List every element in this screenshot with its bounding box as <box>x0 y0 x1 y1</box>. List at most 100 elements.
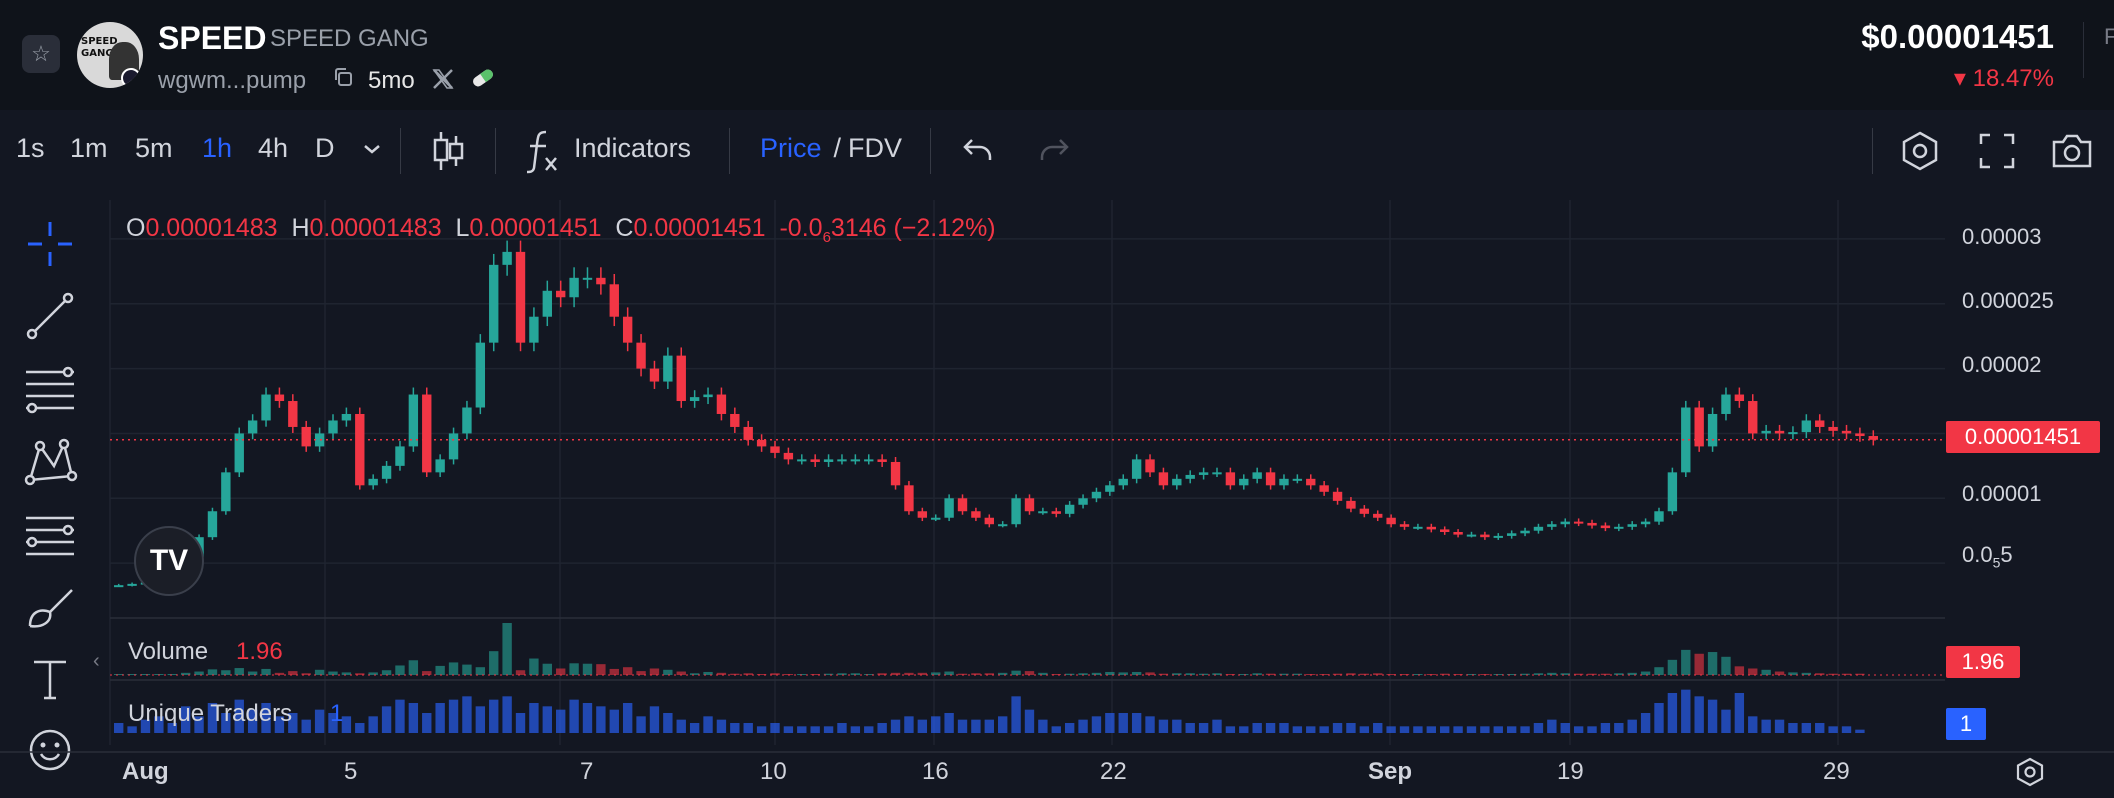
traders-bar <box>556 709 566 733</box>
traders-bar <box>1788 723 1798 733</box>
candle <box>730 413 740 427</box>
avatar-text: SPEED GANG <box>81 36 118 59</box>
traders-bar <box>1640 713 1651 733</box>
traders-bar <box>1466 726 1477 733</box>
volume-bar <box>957 673 968 675</box>
traders-bar <box>1131 713 1142 733</box>
settings-icon[interactable] <box>1899 130 1941 172</box>
traders-bar <box>1440 726 1450 733</box>
volume-bar <box>529 658 539 675</box>
chevron-down-icon[interactable] <box>359 141 385 157</box>
traders-bar <box>1078 719 1088 733</box>
price-toggle[interactable]: Price <box>760 133 822 163</box>
fdv-toggle[interactable]: FDV <box>848 133 902 163</box>
timeframe-4h[interactable]: 4h <box>258 133 289 163</box>
candle <box>1560 521 1570 525</box>
traders-bar <box>716 719 727 733</box>
volume-bar <box>1520 673 1530 675</box>
timeframe-d[interactable]: D <box>315 133 335 163</box>
tradingview-icon[interactable]: TV <box>134 526 204 596</box>
ohlc-low: 0.00001451 <box>469 214 602 242</box>
indicators-button[interactable]: Indicators <box>574 133 692 163</box>
volume-bar <box>1788 672 1798 675</box>
volume-bar <box>1694 653 1704 675</box>
candle <box>221 472 231 512</box>
timeframe-1s[interactable]: 1s <box>16 133 45 163</box>
redo-icon[interactable] <box>1038 136 1070 164</box>
volume-bar <box>1440 673 1450 675</box>
traders-bar <box>1225 726 1236 733</box>
volume-bar <box>850 673 861 675</box>
volume-bar <box>381 670 392 675</box>
traders-bar <box>1560 723 1570 733</box>
candle <box>1145 459 1155 473</box>
traders-bar <box>1051 726 1061 733</box>
crosshair-icon[interactable] <box>20 214 80 274</box>
volume-bar <box>1024 671 1035 675</box>
brush-icon[interactable] <box>20 578 80 638</box>
candle <box>1774 430 1785 434</box>
traders-bar <box>703 716 713 733</box>
timeframe-1h[interactable]: 1h <box>202 133 233 163</box>
fx-icon[interactable] <box>524 128 560 174</box>
traders-bar <box>462 696 472 733</box>
candle <box>1359 508 1370 514</box>
volume-bar <box>556 668 566 675</box>
star-icon[interactable]: ☆ <box>22 35 60 73</box>
candle <box>1748 401 1758 434</box>
time-tick: 7 <box>580 758 594 785</box>
volume-bar <box>877 673 887 675</box>
candle <box>1801 420 1812 433</box>
copy-icon[interactable] <box>332 66 354 88</box>
volume-bar <box>1721 656 1731 675</box>
chart-settings-icon[interactable] <box>2014 756 2046 788</box>
candle <box>1761 430 1771 434</box>
candle <box>341 413 352 421</box>
traders-bar <box>1145 716 1155 733</box>
text-icon[interactable] <box>20 648 80 708</box>
measure-icon[interactable] <box>20 504 80 564</box>
candle <box>917 511 928 518</box>
candle <box>770 446 780 453</box>
candle <box>475 342 486 408</box>
candle <box>971 511 981 518</box>
traders-bar <box>756 726 767 733</box>
volume-bar <box>1707 652 1718 675</box>
timeframe-5m[interactable]: 5m <box>135 133 173 163</box>
time-tick: 16 <box>922 758 949 785</box>
candles-icon[interactable] <box>431 130 465 172</box>
traders-bar <box>301 719 311 733</box>
volume-bar <box>1212 673 1222 675</box>
emoji-icon[interactable] <box>20 720 80 780</box>
camera-icon[interactable] <box>2050 130 2094 170</box>
toolbar-divider <box>1872 128 1873 174</box>
pattern-icon[interactable] <box>20 432 80 492</box>
fullscreen-icon[interactable] <box>1978 132 2016 170</box>
candle <box>957 498 968 512</box>
x-icon[interactable] <box>430 66 456 92</box>
undo-icon[interactable] <box>962 136 994 164</box>
traders-bar <box>1533 723 1544 733</box>
collapse-chevron-icon[interactable]: ‹ <box>93 650 100 672</box>
trendline-icon[interactable] <box>20 286 80 346</box>
candle <box>1413 526 1423 529</box>
timeframe-1m[interactable]: 1m <box>70 133 108 163</box>
volume-value: 1.96 <box>236 638 283 665</box>
token-address[interactable]: wgwm...pump <box>158 67 307 94</box>
traders-bar <box>890 719 901 733</box>
fib-icon[interactable] <box>20 360 80 420</box>
traders-bar <box>864 726 874 733</box>
volume-bar <box>1627 672 1637 675</box>
candle <box>1399 524 1410 527</box>
pill-icon[interactable] <box>470 68 496 88</box>
candle <box>1064 504 1075 514</box>
traders-bar <box>529 703 539 733</box>
traders-bar <box>971 719 981 733</box>
volume-bar <box>649 668 660 675</box>
candle <box>1292 478 1303 481</box>
traders-bar <box>1038 719 1048 733</box>
candle <box>1426 526 1436 530</box>
candle <box>1051 511 1061 514</box>
traders-bar <box>1681 689 1691 733</box>
